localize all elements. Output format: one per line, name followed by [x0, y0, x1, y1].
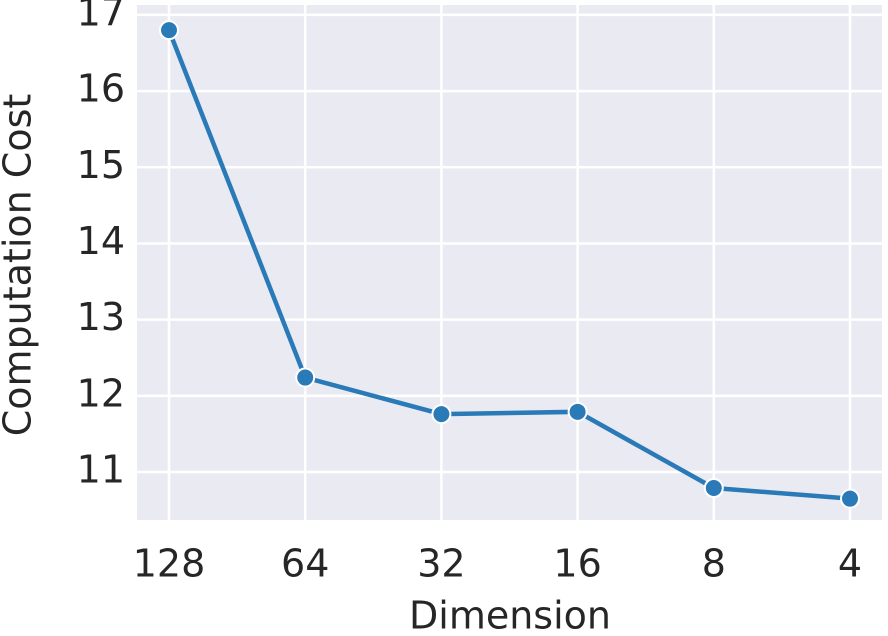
point: [159, 20, 179, 41]
x-tick-label: 64: [281, 542, 329, 586]
point: [703, 478, 724, 499]
line: [166, 29, 851, 501]
y-tick-label: 11: [77, 448, 125, 492]
y-axis-label: Computation Cost: [0, 94, 40, 437]
x-tick-label: 8: [702, 542, 726, 586]
point: [567, 401, 588, 422]
y-tick-label: 15: [77, 143, 125, 187]
y-tick-label: 17: [77, 0, 125, 34]
x-tick-label: 16: [553, 542, 601, 586]
y-tick-label: 16: [77, 67, 125, 111]
y-tick-label: 12: [77, 371, 125, 415]
x-tick-label: 32: [417, 542, 465, 586]
x-tick-label: 128: [133, 542, 206, 586]
plot-background: [137, 5, 882, 520]
x-tick-label: 4: [838, 542, 862, 586]
point: [295, 367, 316, 388]
y-tick-label: 14: [77, 219, 125, 263]
point: [840, 488, 860, 509]
y-tick-label: 13: [77, 295, 125, 339]
point: [431, 404, 452, 425]
x-axis-label: Dimension: [409, 594, 611, 636]
